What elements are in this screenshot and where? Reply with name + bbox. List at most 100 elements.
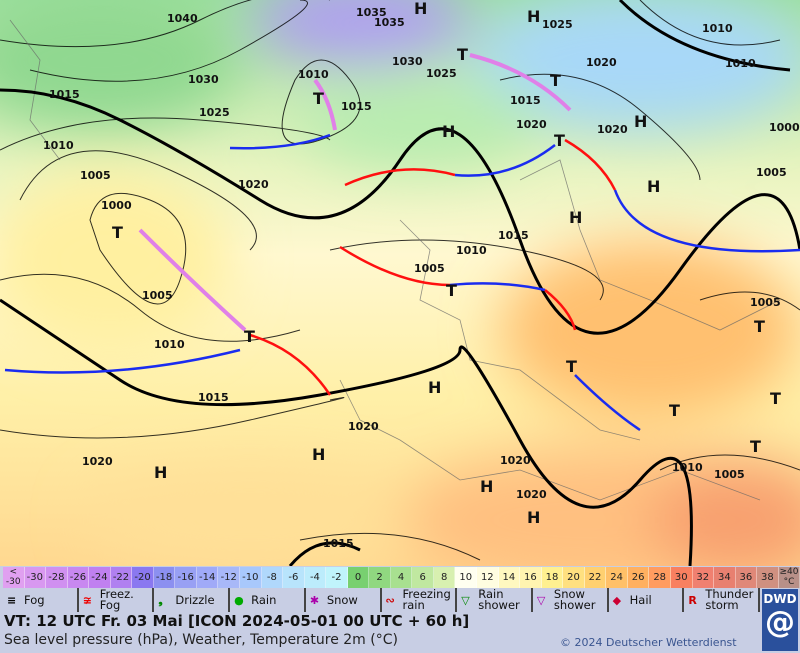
isobar-label: 1010 xyxy=(672,461,703,474)
legend-label: Rain shower xyxy=(478,588,520,612)
snow-icon: ✱ xyxy=(309,593,320,607)
weather-legend: ≡ Fog ≆ Freez. Fog ❟ Drizzle ● Rain ✱ Snow ∾ Freezi… xyxy=(3,588,761,612)
isobar-label: 1005 xyxy=(756,166,787,179)
scale-cell: 38 xyxy=(757,567,779,588)
dwd-logo: DWD @ xyxy=(762,589,798,651)
isobar-label: 1020 xyxy=(597,123,628,136)
isobar-label: 1015 xyxy=(198,391,229,404)
isobar-label: 1015 xyxy=(49,88,80,101)
scale-cell: -20 xyxy=(132,567,154,588)
pressure-center: H xyxy=(154,463,167,482)
scale-cell: 22 xyxy=(584,567,607,588)
isobar-label: 1030 xyxy=(392,55,423,68)
snow-shower-icon: ▽ xyxy=(536,593,546,607)
scale-cell: -10 xyxy=(240,567,262,588)
isobar-label: 1005 xyxy=(80,169,111,182)
pressure-center: H xyxy=(569,208,582,227)
legend-item: ∾ Freezing rain xyxy=(382,588,458,612)
scale-cell: -2 xyxy=(326,567,348,588)
isobar-label: 1020 xyxy=(82,455,113,468)
pressure-center: T xyxy=(446,281,457,300)
isobar-label: 1040 xyxy=(167,12,198,25)
scale-cell: -8 xyxy=(261,567,284,588)
isobar-label: 1020 xyxy=(500,454,531,467)
pressure-center: H xyxy=(312,445,325,464)
scale-cell: < -30 xyxy=(3,567,25,588)
isobar-label: 1035 xyxy=(356,6,387,19)
pressure-center: H xyxy=(527,508,540,527)
scale-cell: 36 xyxy=(735,567,758,588)
isobar-label: 1005 xyxy=(142,289,173,302)
legend-label: Hail xyxy=(629,592,652,607)
legend-item: ▽ Rain shower xyxy=(457,588,533,612)
legend-label: Freezing rain xyxy=(402,588,451,612)
logo-text: DWD xyxy=(763,592,797,606)
isobar-label: 1030 xyxy=(188,73,219,86)
scale-cell: 6 xyxy=(412,567,434,588)
scale-cell: -12 xyxy=(218,567,241,588)
legend-item: ✱ Snow xyxy=(306,588,382,612)
isobar-label: 1025 xyxy=(426,67,457,80)
scale-cell: 30 xyxy=(670,567,693,588)
scale-cell: 2 xyxy=(369,567,391,588)
scale-cell: 24 xyxy=(606,567,628,588)
scale-cell: ≥40 °C xyxy=(778,567,800,588)
scale-cell: 20 xyxy=(563,567,585,588)
pressure-center: H xyxy=(647,177,660,196)
copyright: © 2024 Deutscher Wetterdienst xyxy=(560,636,737,649)
scale-cell: 18 xyxy=(541,567,564,588)
map-subtitle: Sea level pressure (hPa), Weather, Tempe… xyxy=(4,632,398,648)
isobar-label: 1020 xyxy=(348,420,379,433)
scale-cell: 16 xyxy=(520,567,542,588)
isobar-label: 1025 xyxy=(542,18,573,31)
isobar-label: 1005 xyxy=(414,262,445,275)
freezing-rain-icon: ∾ xyxy=(385,593,395,607)
scale-cell: 14 xyxy=(498,567,521,588)
scale-cell: -16 xyxy=(175,567,197,588)
legend-label: Fog xyxy=(24,592,45,607)
isobar-label: 1020 xyxy=(238,178,269,191)
legend-item: ≆ Freez. Fog xyxy=(79,588,155,612)
weather-map: 1040 1035 1030 1025 1020 1015 1010 1005 1000 1005… xyxy=(0,0,800,566)
drizzle-icon: ❟ xyxy=(158,593,163,607)
scale-cell: -14 xyxy=(196,567,219,588)
rain-icon: ● xyxy=(234,593,244,607)
scale-cell: 26 xyxy=(627,567,650,588)
legend-label: Rain xyxy=(251,592,277,607)
scale-cell: 32 xyxy=(692,567,715,588)
isobar-label: 1015 xyxy=(498,229,529,242)
pressure-center: H xyxy=(428,378,441,397)
valid-time: VT: 12 UTC Fr. 03 Mai [ICON 2024-05-01 0… xyxy=(4,612,470,630)
pressure-center: T xyxy=(550,71,561,90)
legend-item: ▽ Snow shower xyxy=(533,588,609,612)
legend-label: Freez. Fog xyxy=(99,588,134,612)
isobar-label: 1015 xyxy=(341,100,372,113)
rain-shower-icon: ▽ xyxy=(461,593,470,607)
scale-cell: -18 xyxy=(153,567,176,588)
pressure-center: H xyxy=(480,477,493,496)
legend-item: ● Rain xyxy=(230,588,306,612)
pressure-center: T xyxy=(566,357,577,376)
isobar-label: 1005 xyxy=(750,296,781,309)
isobar-label: 1010 xyxy=(725,57,756,70)
isobar-label: 1020 xyxy=(516,488,547,501)
scale-cell: 12 xyxy=(477,567,499,588)
legend-label: Snow xyxy=(326,592,358,607)
legend-item: ≡ Fog xyxy=(3,588,79,612)
isobar-label: 1005 xyxy=(714,468,745,481)
pressure-center: T xyxy=(554,131,565,150)
legend-item: ❟ Drizzle xyxy=(154,588,231,612)
freezing-fog-icon: ≆ xyxy=(82,593,92,607)
isobar-label: 1020 xyxy=(516,118,547,131)
pressure-center: T xyxy=(457,45,468,64)
scale-cell: -24 xyxy=(89,567,111,588)
scale-cell: 28 xyxy=(649,567,671,588)
scale-cell: -28 xyxy=(46,567,68,588)
legend-label: Drizzle xyxy=(175,592,215,607)
isobar-label: 1020 xyxy=(586,56,617,69)
scale-cell: 0 xyxy=(347,567,370,588)
scale-cell: -6 xyxy=(283,567,305,588)
legend-item: ◆ Hail xyxy=(609,588,685,612)
isobar-label: 1010 xyxy=(43,139,74,152)
pressure-center: H xyxy=(414,0,427,18)
